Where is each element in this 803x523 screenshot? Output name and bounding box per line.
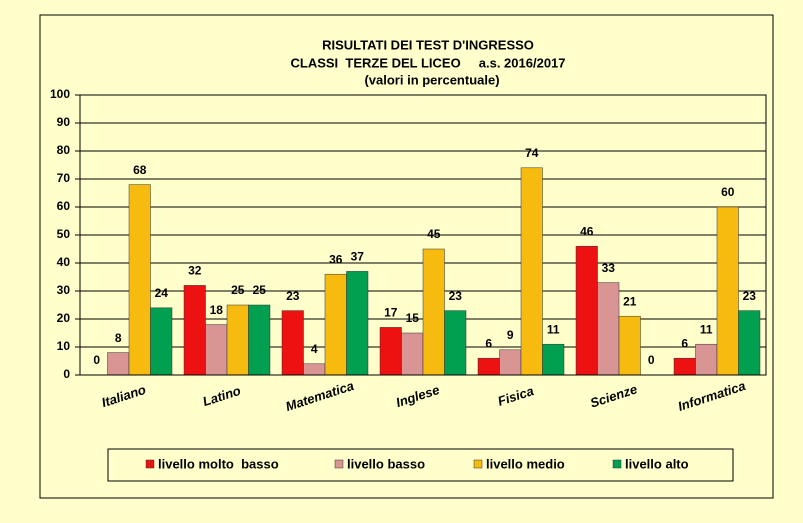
chart-title: RISULTATI DEI TEST D'INGRESSO	[322, 37, 534, 52]
bar	[205, 324, 228, 376]
bar	[324, 273, 347, 376]
bar	[499, 349, 522, 376]
bar	[248, 304, 271, 376]
y-tick-label: 60	[57, 199, 71, 213]
y-tick-label: 80	[57, 143, 71, 157]
y-tick-label: 50	[57, 227, 71, 241]
data-label: 24	[155, 286, 169, 300]
data-label: 37	[351, 250, 365, 264]
y-tick-label: 20	[57, 311, 71, 325]
bar	[303, 363, 326, 376]
bar	[575, 245, 598, 376]
data-label: 15	[406, 311, 420, 325]
bar	[618, 315, 641, 376]
data-label: 23	[449, 289, 463, 303]
bar	[401, 332, 424, 376]
bar	[183, 285, 206, 376]
data-label: 11	[547, 322, 560, 336]
data-label: 17	[384, 306, 398, 320]
legend-swatch	[145, 459, 155, 469]
legend-label: livello alto	[625, 456, 689, 471]
y-tick-label: 40	[57, 255, 71, 269]
bar	[695, 343, 718, 376]
data-label: 60	[721, 185, 735, 199]
data-label: 23	[286, 289, 300, 303]
bar	[346, 271, 369, 376]
data-label: 21	[623, 294, 637, 308]
bar	[107, 352, 130, 376]
y-tick-label: 30	[57, 283, 71, 297]
bar	[422, 248, 445, 376]
bar	[673, 357, 696, 376]
y-tick-label: 100	[50, 87, 70, 101]
data-label: 25	[253, 283, 267, 297]
y-tick-label: 70	[57, 171, 71, 185]
legend-swatch	[473, 459, 483, 469]
data-label: 46	[580, 224, 594, 238]
data-label: 32	[188, 264, 202, 278]
legend-label: livello basso	[347, 456, 425, 471]
data-label: 18	[210, 303, 224, 317]
data-label: 4	[311, 342, 318, 356]
data-label: 8	[115, 331, 122, 345]
data-label: 25	[231, 283, 245, 297]
chart-subtitle: CLASSI TERZE DEL LICEO a.s. 2016/2017	[290, 55, 565, 70]
plot-border	[79, 94, 767, 376]
legend-label: livello molto basso	[158, 456, 279, 471]
bar	[379, 327, 402, 376]
bar	[226, 304, 249, 376]
data-label: 9	[507, 328, 514, 342]
data-label: 23	[743, 289, 757, 303]
bar	[520, 167, 543, 376]
legend-box	[107, 448, 734, 482]
bar	[716, 206, 739, 376]
data-label: 0	[648, 353, 655, 367]
data-label: 45	[427, 227, 441, 241]
bar	[542, 343, 565, 376]
bar	[150, 307, 173, 376]
y-tick-label: 10	[57, 339, 71, 353]
bar	[128, 184, 151, 376]
legend-swatch	[612, 459, 622, 469]
data-label: 11	[700, 322, 713, 336]
bar	[477, 357, 500, 376]
bar	[738, 310, 761, 376]
legend-swatch	[334, 459, 344, 469]
chart-note: (valori in percentuale)	[364, 72, 499, 87]
data-label: 74	[525, 146, 539, 160]
y-tick-label: 90	[57, 115, 71, 129]
bar	[444, 310, 467, 376]
bar	[597, 282, 620, 376]
data-label: 33	[602, 261, 616, 275]
data-label: 68	[133, 163, 147, 177]
bar	[281, 310, 304, 376]
legend-label: livello medio	[486, 456, 565, 471]
data-label: 6	[681, 336, 688, 350]
y-tick-label: 0	[63, 367, 70, 381]
data-label: 36	[329, 252, 343, 266]
data-label: 0	[93, 353, 100, 367]
data-label: 6	[485, 336, 492, 350]
